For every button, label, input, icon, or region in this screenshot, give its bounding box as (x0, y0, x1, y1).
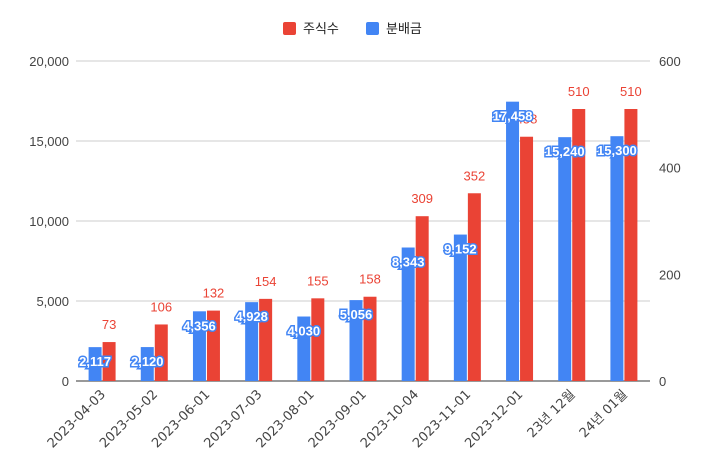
bar-shares[interactable] (624, 109, 638, 381)
y-right-tick-label: 200 (659, 267, 681, 282)
data-label-distribution: 5,056 (340, 307, 373, 322)
legend-label[interactable]: 주식수 (303, 22, 339, 37)
bar-distribution[interactable] (349, 300, 363, 381)
right-axis: 0 200 400 600 (659, 54, 681, 389)
data-labels: 73 2,117 106 2,120 132 4,356 154 4,928 155 4,030 1… (78, 84, 642, 371)
x-tick-label: 23년 12월 (525, 387, 579, 441)
bars (88, 101, 638, 381)
x-axis: 2023-04-032023-05-022023-06-012023-07-03… (45, 387, 631, 451)
data-label-shares: 352 (464, 168, 486, 183)
y-left-tick-label: 15,000 (29, 134, 69, 149)
bar-distribution[interactable] (88, 347, 102, 381)
legend[interactable]: 주식수 분배금 (283, 22, 422, 37)
gridlines (76, 60, 650, 382)
data-label-distribution: 4,030 (288, 324, 321, 339)
data-label-distribution: 4,928 (235, 309, 268, 324)
data-label-distribution: 4,356 (183, 318, 216, 333)
data-label-distribution: 9,152 (444, 242, 477, 257)
data-label-shares: 309 (411, 191, 433, 206)
bar-shares[interactable] (363, 296, 377, 381)
y-left-tick-label: 0 (62, 374, 69, 389)
data-label-shares: 154 (255, 274, 277, 289)
bar-distribution[interactable] (297, 316, 311, 381)
data-label-distribution: 8,343 (392, 255, 425, 270)
data-label-shares: 155 (307, 273, 329, 288)
legend-swatch[interactable] (283, 22, 296, 35)
bar-shares[interactable] (572, 109, 586, 381)
data-label-distribution: 2,120 (131, 354, 164, 369)
data-label-distribution: 17,458 (493, 109, 533, 124)
legend-swatch[interactable] (366, 22, 379, 35)
data-label-shares: 510 (568, 84, 590, 99)
bar-distribution[interactable] (453, 234, 467, 381)
bar-shares[interactable] (154, 324, 168, 381)
data-label-distribution: 15,300 (597, 143, 637, 158)
y-left-tick-label: 10,000 (29, 214, 69, 229)
bar-distribution[interactable] (401, 247, 415, 381)
data-label-shares: 458 (516, 112, 538, 127)
data-label-distribution: 15,240 (545, 144, 585, 159)
bar-shares[interactable] (259, 298, 273, 381)
data-label-shares: 73 (102, 317, 116, 332)
bar-shares[interactable] (467, 193, 481, 381)
data-label-distribution: 2,117 (79, 354, 111, 369)
y-left-tick-label: 5,000 (36, 294, 69, 309)
bar-distribution[interactable] (558, 137, 572, 381)
data-label-shares: 132 (203, 286, 225, 301)
bar-shares[interactable] (311, 298, 325, 381)
y-right-tick-label: 400 (659, 161, 681, 176)
data-label-shares: 158 (359, 272, 381, 287)
bar-distribution[interactable] (192, 311, 206, 381)
x-tick-label: 24년 01월 (577, 387, 631, 441)
y-right-tick-label: 600 (659, 54, 681, 69)
y-left-tick-label: 20,000 (29, 54, 69, 69)
bar-distribution[interactable] (610, 136, 624, 381)
bar-shares[interactable] (206, 310, 220, 381)
bar-distribution[interactable] (140, 347, 154, 381)
bar-shares[interactable] (520, 136, 534, 381)
bar-distribution[interactable] (245, 302, 259, 381)
bar-distribution[interactable] (506, 101, 520, 381)
data-label-shares: 106 (150, 299, 172, 314)
bar-shares[interactable] (415, 216, 429, 381)
data-label-shares: 510 (620, 84, 642, 99)
left-axis: 0 5,000 10,000 15,000 20,000 (29, 54, 69, 389)
y-right-tick-label: 0 (659, 374, 666, 389)
legend-label[interactable]: 분배금 (386, 22, 422, 37)
bar-shares[interactable] (102, 342, 116, 381)
